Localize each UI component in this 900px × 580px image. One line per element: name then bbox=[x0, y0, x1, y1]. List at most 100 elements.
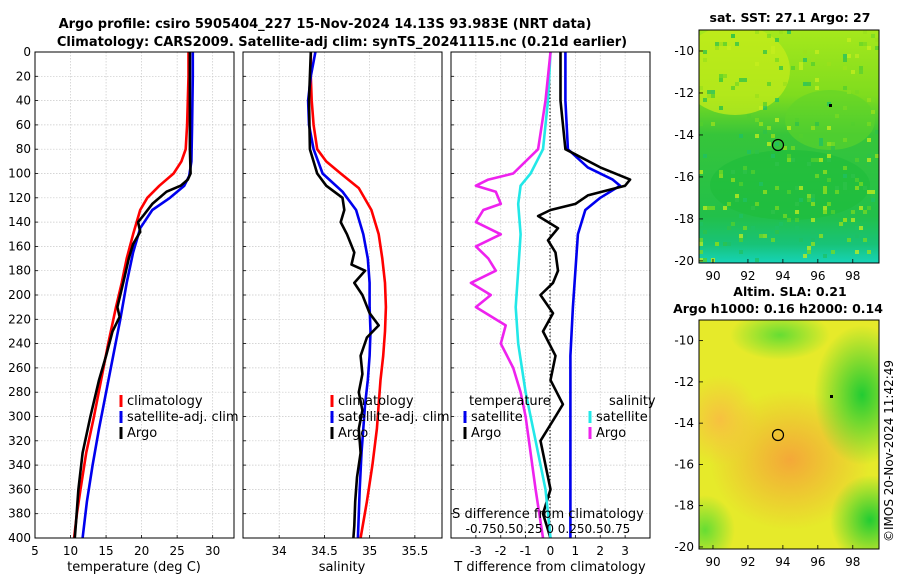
figure-title-line1: Argo profile: csiro 5905404_227 15-Nov-2… bbox=[59, 17, 592, 32]
sst-pixel bbox=[843, 66, 847, 70]
lon-tick-label: 98 bbox=[845, 555, 860, 569]
y-tick-label: 120 bbox=[8, 191, 31, 205]
sst-pixel bbox=[843, 218, 847, 222]
legend-s-satellite-label: satellite bbox=[596, 410, 648, 425]
sst-pixel bbox=[831, 142, 835, 146]
x-tick-label: 15 bbox=[98, 544, 113, 558]
sst-pixel bbox=[787, 158, 791, 162]
series-line-argo bbox=[73, 52, 192, 538]
lon-tick-label: 92 bbox=[740, 555, 755, 569]
sla-argo-marker bbox=[771, 428, 785, 442]
sst-pixel bbox=[711, 122, 715, 126]
sst-pixel bbox=[811, 158, 815, 162]
sst-pixel bbox=[711, 206, 715, 210]
sst-pixel bbox=[807, 246, 811, 250]
sst-pixel bbox=[827, 178, 831, 182]
sst-pixel bbox=[855, 90, 859, 94]
sst-pixel bbox=[795, 118, 799, 122]
sst-lon-ticks: 90 92 94 96 98 bbox=[705, 259, 860, 283]
sst-pixel bbox=[871, 34, 875, 38]
sst-pixel bbox=[831, 210, 835, 214]
sst-map: sat. SST: 27.1 Argo: 27 -10-12-14-16-18-… bbox=[674, 10, 880, 283]
sst-pixel bbox=[859, 206, 863, 210]
sst-pixel bbox=[743, 226, 747, 230]
sst-pixel bbox=[811, 202, 815, 206]
sst-pixel bbox=[743, 170, 747, 174]
sst-pixel bbox=[803, 82, 807, 86]
sst-pixel bbox=[775, 162, 779, 166]
sst-argo-marker bbox=[771, 138, 785, 152]
sst-pixel bbox=[875, 130, 879, 134]
sst-pixel bbox=[763, 50, 767, 54]
sst-pixel bbox=[799, 186, 803, 190]
sst-pixel bbox=[855, 186, 859, 190]
sst-pixel bbox=[851, 218, 855, 222]
sst-pixel bbox=[771, 210, 775, 214]
sst-pixel bbox=[807, 162, 811, 166]
sst-pixel bbox=[783, 82, 787, 86]
legend-s-argo-label: Argo bbox=[596, 426, 626, 441]
y-tick-label: 100 bbox=[8, 167, 31, 181]
sst-pixel bbox=[739, 78, 743, 82]
sst-pixel bbox=[795, 122, 799, 126]
lat-tick-label: -14 bbox=[674, 416, 694, 430]
sst-pixel bbox=[743, 198, 747, 202]
series-line-climatology bbox=[309, 52, 388, 538]
sst-pixel bbox=[811, 126, 815, 130]
sla-green-blob-3 bbox=[699, 495, 735, 549]
sst-pixel bbox=[739, 214, 743, 218]
sst-pixel bbox=[839, 222, 843, 226]
sla-map-title-line1: Altim. SLA: 0.21 bbox=[733, 284, 846, 299]
legend-satellite-label: satellite-adj. clim bbox=[127, 410, 239, 425]
sst-pixel bbox=[867, 250, 871, 254]
sst-pixel bbox=[767, 126, 771, 130]
lon-tick-label: 90 bbox=[705, 555, 720, 569]
sla-green-blob-2 bbox=[830, 475, 879, 549]
sst-pixel bbox=[723, 42, 727, 46]
sst-pixel bbox=[723, 242, 727, 246]
series-line-climatology bbox=[72, 52, 190, 538]
sst-pixel bbox=[807, 250, 811, 254]
sst-pixel bbox=[703, 50, 707, 54]
legend-satellite-label: satellite-adj. clim bbox=[338, 410, 450, 425]
lat-tick-label: -14 bbox=[674, 128, 694, 142]
sst-pixel bbox=[755, 150, 759, 154]
y-tick-label: 380 bbox=[8, 507, 31, 521]
lon-tick-label: 92 bbox=[740, 269, 755, 283]
sst-pixel bbox=[863, 210, 867, 214]
sst-pixel bbox=[823, 126, 827, 130]
sst-pixel bbox=[819, 138, 823, 142]
y-tick-label: 160 bbox=[8, 239, 31, 253]
sst-pixel bbox=[731, 178, 735, 182]
difference-xlabel: T difference from climatology bbox=[453, 560, 646, 575]
sst-pixel bbox=[835, 190, 839, 194]
sst-pixel bbox=[811, 58, 815, 62]
sst-pixel bbox=[767, 34, 771, 38]
sst-pixel bbox=[743, 166, 747, 170]
sst-pixel bbox=[747, 114, 751, 118]
sst-pixel bbox=[855, 250, 859, 254]
x-tick-label: -1 bbox=[520, 544, 532, 558]
sst-pixel bbox=[847, 38, 851, 42]
sst-pixel bbox=[771, 50, 775, 54]
temperature-grid bbox=[34, 51, 234, 539]
sst-pixel bbox=[787, 190, 791, 194]
sst-pixel bbox=[771, 134, 775, 138]
temperature-legend: climatology satellite-adj. clim Argo bbox=[119, 394, 239, 441]
sst-pixel bbox=[831, 250, 835, 254]
sst-pixel bbox=[811, 238, 815, 242]
sst-pixel bbox=[807, 82, 811, 86]
sst-pixel bbox=[771, 46, 775, 50]
legend-salinity-header: salinity bbox=[609, 394, 656, 409]
sst-pixel bbox=[819, 234, 823, 238]
sst-pixel bbox=[855, 234, 859, 238]
y-tick-label: 320 bbox=[8, 434, 31, 448]
sst-pixel bbox=[851, 122, 855, 126]
sst-pixel bbox=[763, 234, 767, 238]
sst-pixel bbox=[775, 186, 779, 190]
difference-axes-frame bbox=[450, 51, 651, 539]
sst-pixel bbox=[811, 230, 815, 234]
sst-pixel bbox=[703, 258, 707, 262]
lat-tick-label: -16 bbox=[674, 457, 694, 471]
sst-pixel-noise bbox=[699, 30, 879, 262]
